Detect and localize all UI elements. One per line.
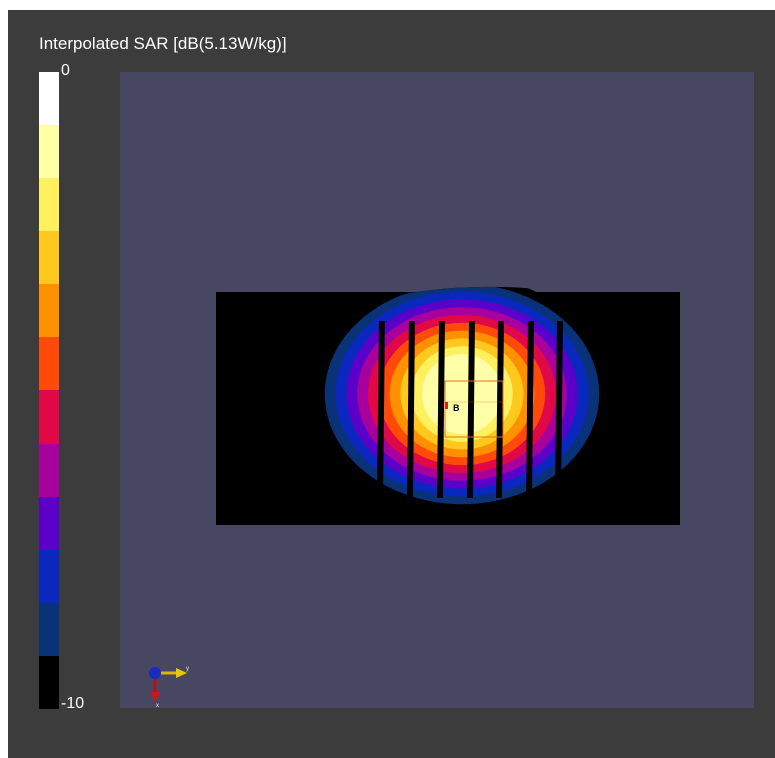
legend-color-step-7 bbox=[39, 443, 59, 497]
legend-color-step-8 bbox=[39, 496, 59, 550]
antenna-strips bbox=[377, 321, 563, 498]
x-axis-arrow-head bbox=[150, 692, 160, 702]
antenna-strip-6 bbox=[555, 321, 563, 498]
legend-max-label: 0 bbox=[61, 62, 70, 79]
x-axis-label: x bbox=[156, 703, 159, 708]
probe-label: B bbox=[453, 403, 460, 413]
legend-color-step-6 bbox=[39, 390, 59, 444]
sar-contour-level-10 bbox=[422, 354, 502, 434]
y-axis-label: y bbox=[186, 666, 189, 672]
3d-viewport[interactable]: B y x bbox=[120, 72, 754, 708]
legend-color-step-4 bbox=[39, 284, 59, 338]
antenna-strip-4 bbox=[496, 321, 504, 498]
legend-color-step-3 bbox=[39, 231, 59, 285]
antenna-strip-1 bbox=[407, 321, 415, 498]
legend-min-label: -10 bbox=[61, 695, 85, 712]
z-axis-dot bbox=[149, 667, 161, 679]
antenna-strip-5 bbox=[526, 321, 534, 498]
axes-orientation-gizmo: y x bbox=[149, 666, 189, 708]
legend-color-step-11 bbox=[39, 655, 59, 709]
legend-color-step-5 bbox=[39, 337, 59, 391]
color-scale-legend bbox=[39, 72, 59, 709]
probe-marker bbox=[445, 402, 448, 409]
legend-color-step-0 bbox=[39, 72, 59, 126]
antenna-strip-2 bbox=[437, 321, 445, 498]
legend-color-step-1 bbox=[39, 125, 59, 179]
sar-distribution-plot: B bbox=[216, 286, 680, 525]
legend-color-step-9 bbox=[39, 549, 59, 603]
antenna-strip-0 bbox=[377, 321, 385, 498]
legend-color-step-2 bbox=[39, 178, 59, 232]
y-axis-arrow-head bbox=[176, 668, 187, 678]
sar-plot-window: Interpolated SAR [dB(5.13W/kg)] 0 -10 B bbox=[8, 10, 775, 758]
plot-title: Interpolated SAR [dB(5.13W/kg)] bbox=[39, 34, 287, 53]
legend-color-step-10 bbox=[39, 602, 59, 656]
antenna-strip-3 bbox=[467, 321, 475, 498]
